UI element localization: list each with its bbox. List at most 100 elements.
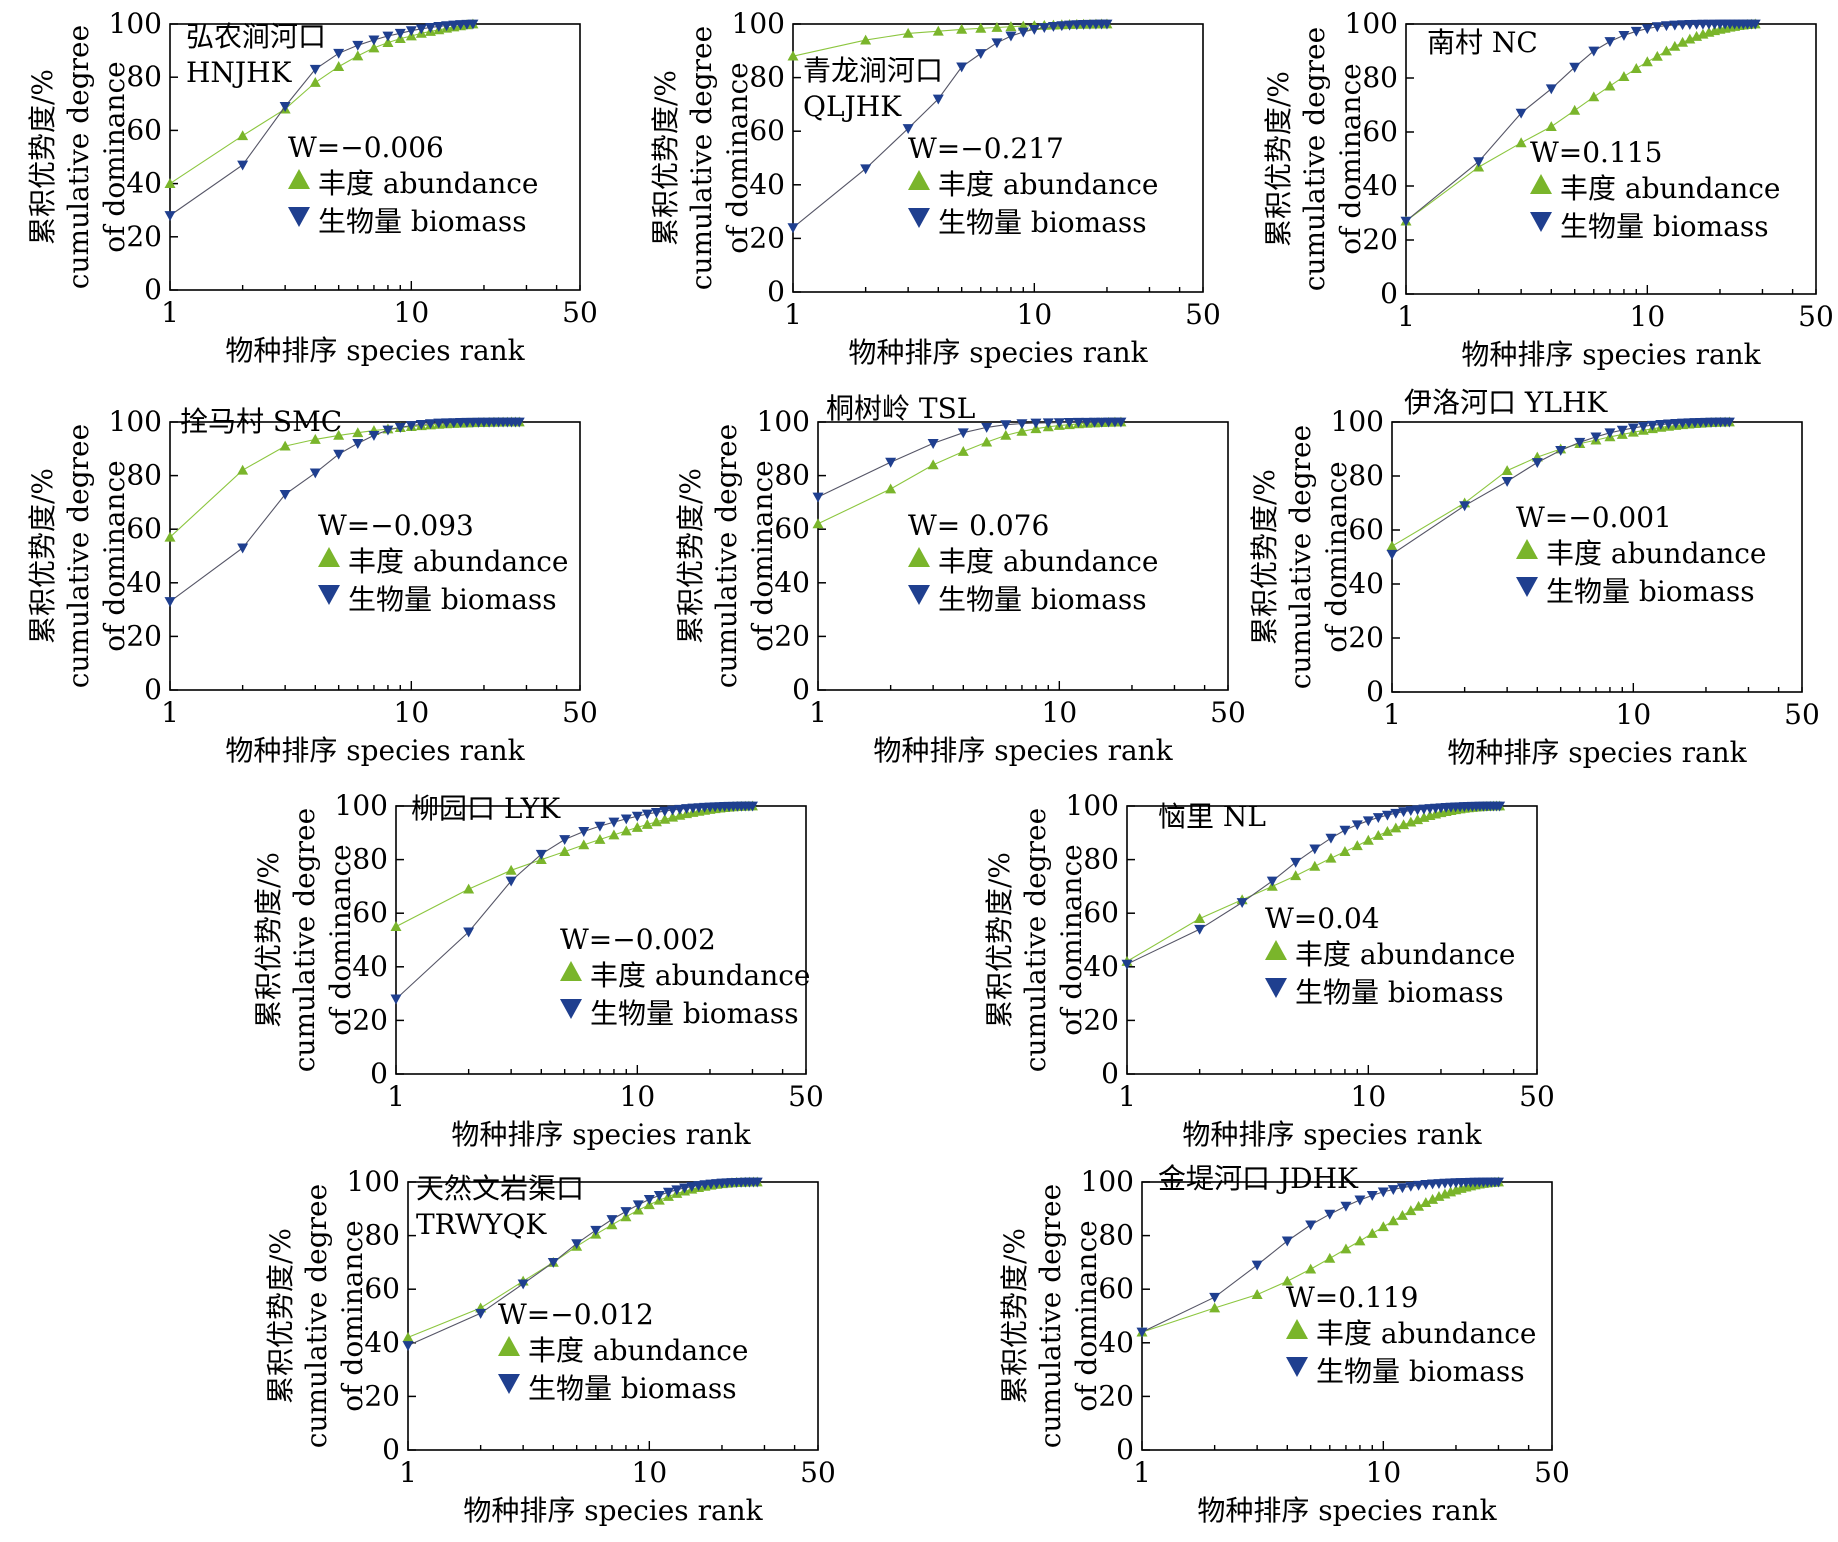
biomass-point — [1492, 1177, 1504, 1188]
biomass-point — [1136, 1327, 1148, 1338]
abundance-point — [641, 818, 653, 829]
biomass-point — [1042, 418, 1054, 429]
biomass-point — [368, 431, 380, 441]
biomass-point — [1056, 21, 1068, 32]
biomass-series-line — [817, 421, 1121, 498]
y-tick-label: 100 — [1331, 405, 1384, 438]
x-tick-label: 10 — [1017, 298, 1053, 331]
y-tick-label: 0 — [144, 273, 162, 306]
biomass-point — [368, 35, 380, 46]
y-tick-label: 80 — [1083, 843, 1119, 876]
y-axis-title-line-2: cumulative degree — [62, 25, 95, 289]
x-tick-label: 50 — [562, 696, 598, 729]
y-axis-title-line-1: 累积优势度/% — [264, 1228, 297, 1404]
biomass-point — [1555, 445, 1567, 456]
biomass-point — [1236, 898, 1248, 908]
biomass-point — [1604, 428, 1616, 439]
y-axis-title-line-2: cumulative degree — [62, 424, 95, 688]
x-tick-label: 1 — [1133, 1456, 1151, 1489]
y-tick-label: 40 — [1098, 1326, 1134, 1359]
y-tick-label: 20 — [364, 1379, 400, 1412]
w-statistic: W=−0.012 — [498, 1298, 654, 1331]
biomass-point — [402, 1341, 414, 1351]
legend-biomass-label: 生物量 biomass — [318, 205, 527, 238]
y-axis-title-line-3: of dominance — [1055, 844, 1088, 1035]
abundance-point — [309, 433, 321, 444]
biomass-point — [1398, 807, 1410, 818]
panel-title-line-1: 柳园口 LYK — [411, 792, 561, 825]
y-tick-label: 0 — [144, 673, 162, 706]
chart-panel-6: 0 20 40 60 80 100 1 10 50 累积优势度/% cumulative degre… — [1248, 386, 1820, 769]
panel-title-line-2: QLJHK — [803, 90, 902, 123]
y-tick-label: 40 — [1083, 950, 1119, 983]
legend-abundance-label: 丰度 abundance — [1560, 172, 1781, 205]
x-axis-title: 物种排序 species rank — [225, 334, 525, 367]
y-tick-label: 20 — [1348, 621, 1384, 654]
biomass-series-line — [1391, 421, 1730, 555]
abundance-point — [650, 816, 662, 827]
y-tick-label: 20 — [774, 619, 810, 652]
abundance-point — [981, 436, 993, 447]
biomass-point — [606, 1215, 618, 1226]
abundance-point — [279, 440, 291, 451]
biomass-point — [956, 62, 968, 73]
abundance-point — [1309, 860, 1321, 871]
abundance-point — [1305, 1263, 1317, 1274]
y-axis-title-line-3: of dominance — [336, 1220, 369, 1411]
abundance-point — [1630, 63, 1642, 73]
panel-title-line-2: HNJHK — [186, 56, 293, 89]
abundance-point — [956, 23, 968, 34]
abundance-point — [1194, 913, 1206, 923]
abundance-point — [333, 429, 345, 440]
biomass-point — [448, 20, 460, 31]
y-axis-title-line-3: of dominance — [324, 844, 357, 1035]
x-axis-title: 物种排序 species rank — [1461, 338, 1761, 371]
x-tick-label: 1 — [1383, 698, 1401, 731]
x-axis-title: 物种排序 species rank — [1197, 1494, 1497, 1527]
legend-abundance-marker-icon — [1516, 539, 1538, 559]
biomass-point — [535, 849, 547, 860]
legend-biomass-marker-icon — [1530, 212, 1552, 232]
biomass-point — [1646, 420, 1658, 431]
biomass-point — [1072, 417, 1084, 428]
legend-abundance-marker-icon — [498, 1336, 520, 1356]
biomass-point — [594, 821, 606, 832]
biomass-point — [632, 1200, 644, 1211]
biomass-point — [1637, 421, 1649, 432]
y-tick-label: 60 — [126, 113, 162, 146]
biomass-point — [643, 1195, 655, 1205]
abundance-point — [237, 464, 249, 475]
biomass-point — [352, 40, 364, 51]
y-tick-label: 100 — [109, 405, 162, 438]
y-tick-label: 60 — [1083, 896, 1119, 929]
legend-abundance-label: 丰度 abundance — [318, 167, 539, 200]
panel-title-line-1: 弘农涧河口 — [186, 20, 326, 53]
x-tick-label: 1 — [809, 696, 827, 729]
panel-title-line-1: 青龙涧河口 — [803, 54, 943, 87]
biomass-point — [1017, 27, 1029, 38]
biomass-point — [1064, 20, 1076, 31]
legend-abundance-marker-icon — [1530, 174, 1552, 194]
abundance-point — [1324, 1252, 1336, 1263]
panel-title-line-1: 伊洛河口 YLHK — [1404, 386, 1608, 419]
legend-abundance-label: 丰度 abundance — [348, 545, 569, 578]
biomass-point — [1377, 1187, 1389, 1198]
abundance-point — [505, 864, 517, 875]
biomass-point — [1669, 20, 1681, 31]
x-axis-title: 物种排序 species rank — [225, 734, 525, 767]
biomass-point — [1660, 21, 1672, 32]
w-statistic: W=0.115 — [1530, 136, 1662, 169]
biomass-point — [671, 1185, 683, 1196]
w-statistic: W=−0.217 — [908, 132, 1064, 165]
y-tick-label: 40 — [1362, 169, 1398, 202]
abundance-point — [333, 61, 345, 71]
abundance-point — [885, 483, 897, 494]
y-axis-title-line-3: of dominance — [98, 61, 131, 252]
abundance-point — [991, 21, 1003, 32]
y-tick-label: 100 — [1081, 1165, 1134, 1198]
biomass-point — [1016, 419, 1028, 430]
abundance-point — [1000, 429, 1012, 440]
abundance-point — [1501, 465, 1513, 475]
biomass-point — [1618, 30, 1630, 41]
